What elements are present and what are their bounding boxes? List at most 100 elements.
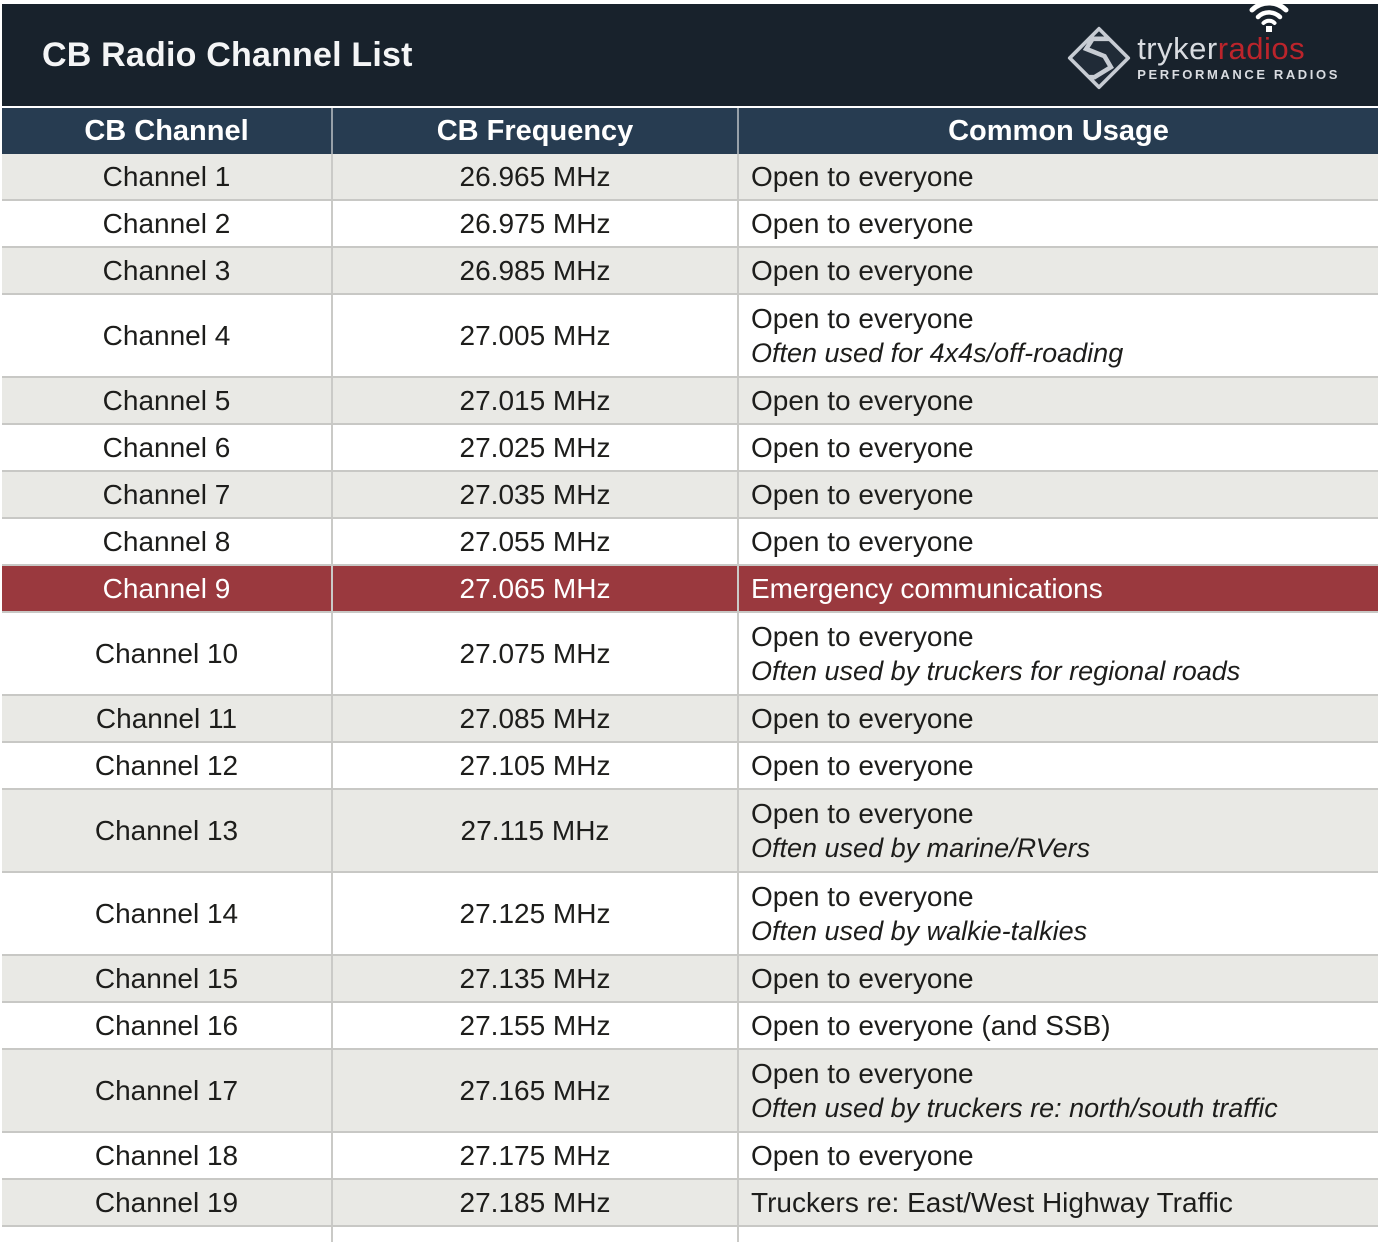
usage-cell: Open to everyone (739, 519, 1378, 564)
channel-cell: Channel 1 (2, 154, 333, 199)
channel-cell (2, 1227, 333, 1242)
usage-note: Often used by truckers re: north/south t… (751, 1092, 1278, 1123)
usage-text: Open to everyone (and SSB) (751, 1009, 1111, 1041)
table-row: Channel 14 27.125 MHz Open to everyone O… (2, 873, 1378, 956)
usage-text: Open to everyone (751, 431, 974, 463)
usage-text: Emergency communications (751, 572, 1103, 604)
usage-note: Often used by walkie-talkies (751, 915, 1088, 946)
usage-cell: Open to everyone (739, 472, 1378, 517)
usage-text: Open to everyone (751, 749, 974, 781)
channel-cell: Channel 7 (2, 472, 333, 517)
frequency-cell: 27.105 MHz (333, 743, 739, 788)
usage-cell: Open to everyone (739, 154, 1378, 199)
table-row: Channel 11 27.085 MHz Open to everyone (2, 696, 1378, 743)
frequency-cell: 27.175 MHz (333, 1133, 739, 1178)
table-row: Channel 2 26.975 MHz Open to everyone (2, 201, 1378, 248)
channel-cell: Channel 16 (2, 1003, 333, 1048)
usage-text: Open to everyone (751, 797, 974, 829)
frequency-cell: 27.025 MHz (333, 425, 739, 470)
frequency-cell: 27.015 MHz (333, 378, 739, 423)
channel-cell: Channel 3 (2, 248, 333, 293)
usage-cell: Open to everyone (739, 201, 1378, 246)
channel-cell: Channel 2 (2, 201, 333, 246)
logo-text-block: trykerradios PERFORMANCE RADIOS (1137, 0, 1340, 82)
frequency-cell: 27.055 MHz (333, 519, 739, 564)
frequency-cell: 27.085 MHz (333, 696, 739, 741)
table-row: Channel 5 27.015 MHz Open to everyone (2, 378, 1378, 425)
stryker-s-diamond-icon (1067, 26, 1131, 90)
page-title: CB Radio Channel List (42, 35, 413, 74)
channel-cell: Channel 10 (2, 613, 333, 694)
usage-cell: Open to everyone (739, 696, 1378, 741)
usage-text: Open to everyone (751, 525, 974, 557)
usage-cell: Open to everyone (739, 378, 1378, 423)
table-row: Channel 10 27.075 MHz Open to everyone O… (2, 613, 1378, 696)
logo-text-tryker: tryker (1137, 31, 1218, 66)
channel-cell: Channel 6 (2, 425, 333, 470)
frequency-cell: 26.965 MHz (333, 154, 739, 199)
title-banner: CB Radio Channel List (2, 0, 1378, 106)
usage-cell: Open to everyone (739, 425, 1378, 470)
usage-cell: Open to everyone Often used by truckers … (739, 1050, 1378, 1131)
table-row: Channel 18 27.175 MHz Open to everyone (2, 1133, 1378, 1180)
frequency-cell: 27.185 MHz (333, 1180, 739, 1225)
channel-cell: Channel 18 (2, 1133, 333, 1178)
usage-cell: Open to everyone (739, 956, 1378, 1001)
table-row: Channel 9 27.065 MHz Emergency communica… (2, 566, 1378, 613)
table-row: Channel 7 27.035 MHz Open to everyone (2, 472, 1378, 519)
table-row: Channel 3 26.985 MHz Open to everyone (2, 248, 1378, 295)
table-row: Channel 17 27.165 MHz Open to everyone O… (2, 1050, 1378, 1133)
usage-text: Open to everyone (751, 302, 974, 334)
column-header-usage: Common Usage (948, 114, 1169, 147)
column-header-channel: CB Channel (2, 108, 333, 154)
usage-cell: Open to everyone (739, 743, 1378, 788)
usage-text: Open to everyone (751, 880, 974, 912)
usage-text: Open to everyone (751, 207, 974, 239)
channel-cell: Channel 8 (2, 519, 333, 564)
channel-cell: Channel 17 (2, 1050, 333, 1131)
usage-cell: Emergency communications (739, 566, 1378, 611)
usage-text: Open to everyone (751, 620, 974, 652)
usage-cell: Open to everyone (and SSB) (739, 1003, 1378, 1048)
table-row: Channel 12 27.105 MHz Open to everyone (2, 743, 1378, 790)
usage-note: Often used by truckers for regional road… (751, 655, 1241, 686)
frequency-cell: 27.065 MHz (333, 566, 739, 611)
frequency-cell: 27.165 MHz (333, 1050, 739, 1131)
table-row: Channel 4 27.005 MHz Open to everyone Of… (2, 295, 1378, 378)
frequency-cell: 27.115 MHz (333, 790, 739, 871)
table-row: Channel 1 26.965 MHz Open to everyone (2, 154, 1378, 201)
channel-cell: Channel 19 (2, 1180, 333, 1225)
frequency-cell: 27.005 MHz (333, 295, 739, 376)
usage-text: Open to everyone (751, 384, 974, 416)
channel-cell: Channel 4 (2, 295, 333, 376)
usage-cell: Open to everyone Often used for 4x4s/off… (739, 295, 1378, 376)
table-body: Channel 1 26.965 MHz Open to everyone Ch… (2, 154, 1378, 1227)
frequency-cell (333, 1227, 739, 1242)
frequency-cell: 27.125 MHz (333, 873, 739, 954)
channel-cell: Channel 15 (2, 956, 333, 1001)
usage-text: Truckers re: East/West Highway Traffic (751, 1186, 1233, 1218)
usage-cell: Open to everyone (739, 1133, 1378, 1178)
wifi-signal-icon (1246, 0, 1292, 32)
usage-cell: Open to everyone Often used by marine/RV… (739, 790, 1378, 871)
frequency-cell: 26.975 MHz (333, 201, 739, 246)
frequency-cell: 27.075 MHz (333, 613, 739, 694)
usage-text: Open to everyone (751, 478, 974, 510)
table-row: Channel 15 27.135 MHz Open to everyone (2, 956, 1378, 1003)
frequency-cell: 26.985 MHz (333, 248, 739, 293)
table-header-row: CB Channel CB Frequency Common Usage (2, 108, 1378, 154)
channel-cell: Channel 13 (2, 790, 333, 871)
column-header-frequency: CB Frequency (333, 108, 739, 154)
frequency-cell: 27.155 MHz (333, 1003, 739, 1048)
usage-cell: Open to everyone Often used by truckers … (739, 613, 1378, 694)
channel-cell: Channel 5 (2, 378, 333, 423)
channel-cell: Channel 11 (2, 696, 333, 741)
usage-cell: Open to everyone Often used by walkie-ta… (739, 873, 1378, 954)
frequency-cell: 27.135 MHz (333, 956, 739, 1001)
table-row-partial (2, 1227, 1378, 1242)
channel-cell: Channel 9 (2, 566, 333, 611)
frequency-cell: 27.035 MHz (333, 472, 739, 517)
stryker-radios-logo: trykerradios PERFORMANCE RADIOS (1067, 0, 1340, 90)
usage-text: Open to everyone (751, 962, 974, 994)
